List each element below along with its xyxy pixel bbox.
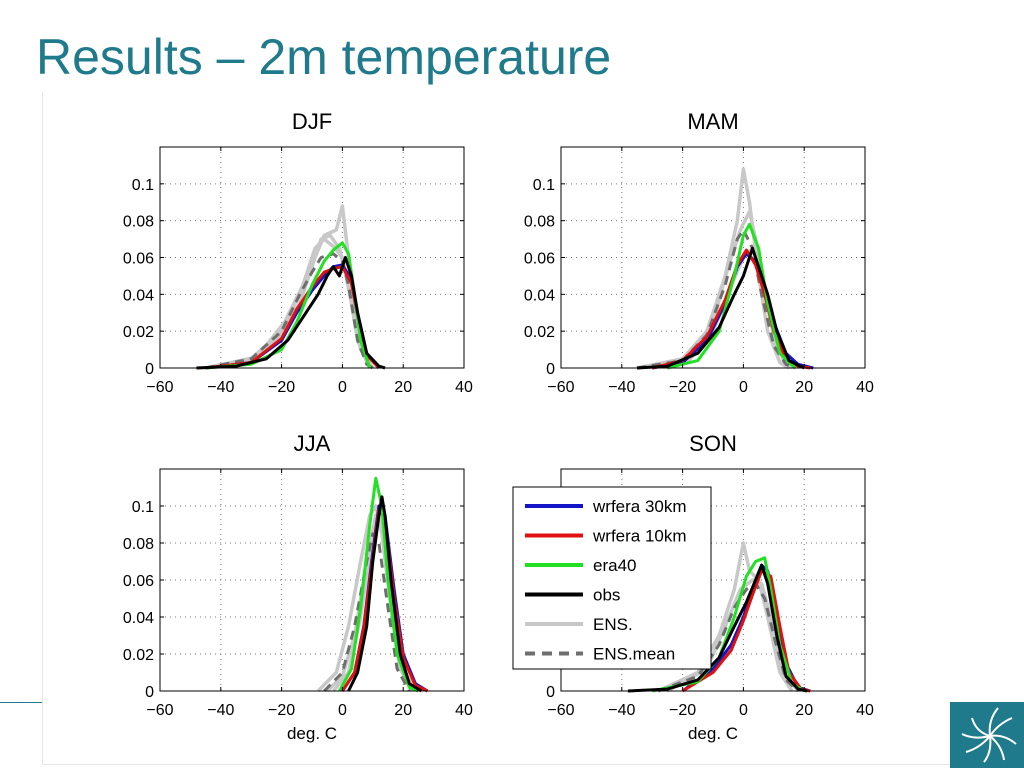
series-line-obs <box>627 563 808 693</box>
x-tick-label: −60 <box>146 702 173 719</box>
y-tick-label: 0.1 <box>132 177 154 194</box>
x-tick-label: 20 <box>795 702 813 719</box>
chart-title: MAM <box>687 109 738 134</box>
y-tick-label: 0 <box>145 684 154 701</box>
y-tick-label: 0.06 <box>123 251 154 268</box>
y-tick-label: 0 <box>145 361 154 378</box>
x-tick-label: 40 <box>455 379 473 396</box>
y-tick-label: 0.04 <box>123 287 154 304</box>
series-line-era40 <box>667 222 797 370</box>
series-line-obs <box>196 256 386 370</box>
y-tick-label: 0.04 <box>524 287 555 304</box>
x-tick-label: 0 <box>739 379 748 396</box>
series-line-ens-mean <box>205 252 374 370</box>
legend-label: wrfera 30km <box>592 497 687 516</box>
chart-panel-djf: −60 −40 −20 0 20 40 0 0.02 0.04 0.06 0.08 0.1 DJF <box>123 109 473 396</box>
x-axis-label: deg. C <box>287 724 337 743</box>
chart-panel-mam: −60 −40 −20 0 20 40 0 0.02 0.04 0.06 0.08 0.1 MAM <box>524 109 874 396</box>
figure-frame <box>42 92 1024 765</box>
chart-title: JJA <box>294 431 331 456</box>
y-tick-label: 0.06 <box>524 251 555 268</box>
y-tick-label: 0.02 <box>123 647 154 664</box>
decorative-line <box>0 702 42 703</box>
x-tick-label: 0 <box>739 702 748 719</box>
x-axis-label: deg. C <box>688 724 738 743</box>
x-tick-label: 40 <box>455 702 473 719</box>
x-tick-label: −20 <box>669 702 696 719</box>
y-tick-label: 0.06 <box>123 573 154 590</box>
x-tick-label: −20 <box>268 379 295 396</box>
legend-label: obs <box>593 586 620 605</box>
x-tick-label: −20 <box>669 379 696 396</box>
chart-title: SON <box>689 431 737 456</box>
legend-label: era40 <box>593 556 636 575</box>
legend-box <box>512 486 712 670</box>
swirl-logo-icon <box>950 702 1024 768</box>
chart-panel-jja: −60 −40 −20 0 20 40 0 0.02 0.04 0.06 0.08 0.1 JJA deg… <box>123 431 473 743</box>
series-line-ens-mean <box>323 532 411 693</box>
x-tick-label: −40 <box>207 379 234 396</box>
y-tick-label: 0.08 <box>123 536 154 553</box>
y-tick-label: 0.1 <box>132 499 154 516</box>
chart-title: DJF <box>292 109 332 134</box>
x-tick-label: −40 <box>608 379 635 396</box>
x-tick-label: −20 <box>268 702 295 719</box>
y-tick-label: 0.08 <box>524 214 555 231</box>
x-tick-label: 40 <box>856 702 874 719</box>
x-tick-label: 20 <box>394 702 412 719</box>
y-tick-label: 0.02 <box>123 324 154 341</box>
x-tick-label: 40 <box>856 379 874 396</box>
x-tick-label: 0 <box>338 379 347 396</box>
x-tick-label: −60 <box>146 379 173 396</box>
y-tick-label: 0 <box>546 361 555 378</box>
y-tick-label: 0.08 <box>123 214 154 231</box>
x-tick-label: 0 <box>338 702 347 719</box>
legend-label: wrfera 10km <box>592 527 687 546</box>
series-line-wrfera-10km <box>681 569 811 693</box>
y-tick-label: 0.02 <box>524 324 555 341</box>
series-line-ens <box>205 237 375 370</box>
x-tick-label: −40 <box>608 702 635 719</box>
y-tick-label: 0.1 <box>533 177 555 194</box>
series-line-era40 <box>338 476 419 693</box>
legend: wrfera 30km wrfera 10km era40 obs ENS. ENS.me… <box>512 486 712 670</box>
legend-label: ENS.mean <box>593 645 675 664</box>
y-tick-label: 0.04 <box>123 610 154 627</box>
x-tick-label: −60 <box>547 379 574 396</box>
series-line-obs <box>347 495 423 693</box>
x-tick-label: 20 <box>394 379 412 396</box>
y-tick-label: 0 <box>546 684 555 701</box>
x-tick-label: −60 <box>547 702 574 719</box>
series-line-obs <box>636 246 805 370</box>
slide-title: Results – 2m temperature <box>36 29 612 85</box>
series-line-ens-mean <box>636 228 796 370</box>
x-tick-label: 20 <box>795 379 813 396</box>
x-tick-label: −40 <box>207 702 234 719</box>
legend-label: ENS. <box>593 615 633 634</box>
